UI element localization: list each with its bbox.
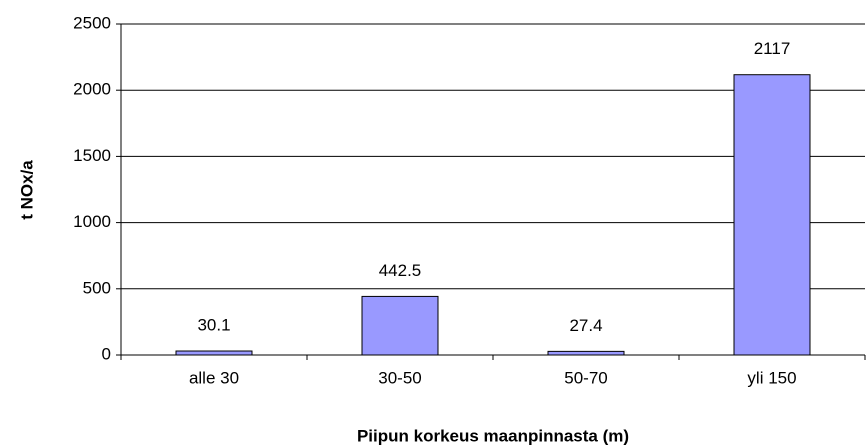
y-tick-label: 1500	[73, 146, 111, 165]
x-tick-label: yli 150	[747, 368, 796, 387]
x-axis-label: Piipun korkeus maanpinnasta (m)	[357, 426, 629, 445]
y-axis-label: t NOx/a	[17, 160, 36, 220]
x-tick-label: alle 30	[189, 368, 239, 387]
value-label: 30.1	[197, 315, 230, 334]
y-tick-label: 500	[83, 278, 111, 297]
bar	[361, 295, 439, 356]
y-tick-label: 2500	[73, 13, 111, 32]
y-tick-label: 1000	[73, 212, 111, 231]
y-tick-label: 0	[102, 344, 111, 363]
y-tick-label: 2000	[73, 80, 111, 99]
value-label: 2117	[754, 39, 791, 58]
value-label: 442.5	[379, 261, 422, 280]
value-label: 27.4	[569, 316, 602, 335]
bar	[547, 350, 625, 356]
bar	[733, 74, 811, 356]
bar	[175, 350, 253, 356]
x-tick-label: 50-70	[564, 368, 607, 387]
x-tick-label: 30-50	[378, 368, 421, 387]
